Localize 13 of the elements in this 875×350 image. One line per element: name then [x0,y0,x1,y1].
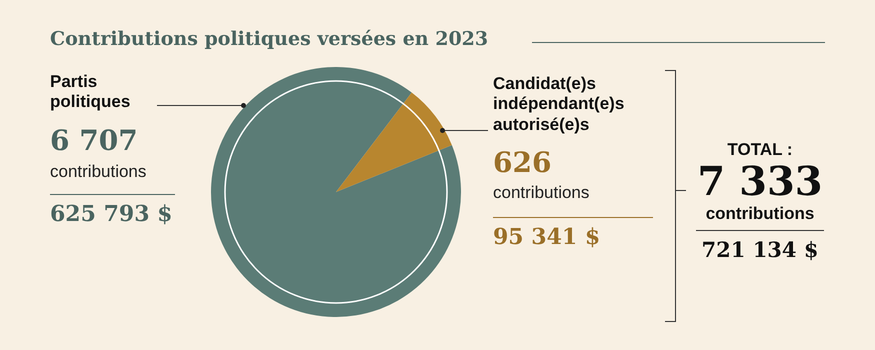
text: 625 793 $ [50,201,172,227]
data-label: 6 707 [50,124,138,157]
text: 721 134 $ [700,237,820,262]
text: contributions [493,183,590,204]
data-label: 626 [493,146,552,179]
text: 95 341 $ [493,224,600,250]
text: TOTAL : [726,140,794,160]
slice-label: Candidat(e)s indépendant(e)s autorisé(e)s [493,74,626,136]
text: contributions [50,162,146,182]
text: contributions [704,204,816,224]
slice-label: Partis politiques [50,72,132,113]
chart-title: Contributions politiques versées en 2023 [50,28,488,50]
text: 7 333 [696,158,824,205]
